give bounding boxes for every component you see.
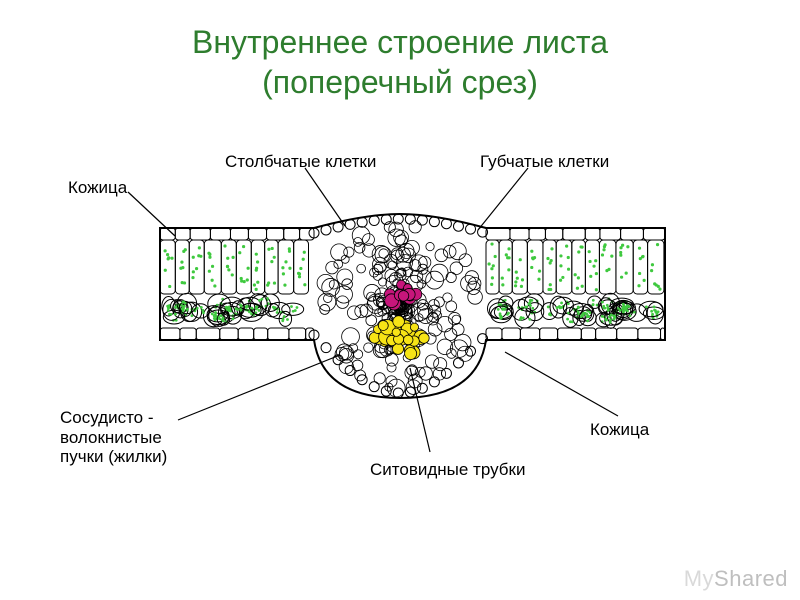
title-line2: (поперечный срез) (262, 64, 538, 100)
label-epidermis-bottom: Кожица (590, 420, 649, 440)
label-vascular-bundle: Сосудисто - волокнистые пучки (жилки) (60, 408, 167, 467)
vb-line1: Сосудисто - (60, 408, 154, 427)
leaf-cross-section-diagram: Кожица Столбчатые клетки Губчатые клетки… (50, 130, 750, 510)
label-sieve-tubes: Ситовидные трубки (370, 460, 525, 480)
watermark: MyShared (684, 566, 788, 592)
vb-line2: волокнистые (60, 428, 162, 447)
watermark-suffix: Shared (714, 566, 788, 591)
label-spongy-cells: Губчатые клетки (480, 152, 609, 172)
title-line1: Внутреннее строение листа (192, 24, 608, 60)
vb-line3: пучки (жилки) (60, 447, 167, 466)
label-epidermis-top: Кожица (68, 178, 127, 198)
watermark-prefix: My (684, 566, 714, 591)
label-palisade-cells: Столбчатые клетки (225, 152, 376, 172)
